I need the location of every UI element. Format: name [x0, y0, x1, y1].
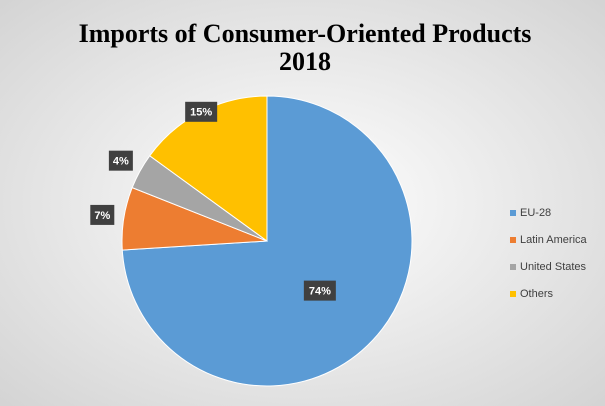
data-label-box: [108, 150, 133, 171]
legend-swatch: [510, 210, 516, 216]
data-label: 74%: [309, 286, 331, 298]
data-label-box: [303, 280, 336, 301]
legend-label: Others: [520, 288, 554, 300]
data-label: 15%: [190, 107, 212, 119]
legend-label: EU-28: [520, 207, 551, 219]
data-label-box: [90, 204, 115, 225]
legend-label: Latin America: [520, 234, 588, 246]
data-label: 4%: [113, 156, 129, 168]
legend-swatch: [510, 291, 516, 297]
legend-label: United States: [520, 261, 587, 273]
chart-title: Imports of Consumer-Oriented Products: [79, 19, 532, 48]
data-label-box: [185, 101, 218, 122]
legend-swatch: [510, 237, 516, 243]
chart-subtitle: 2018: [279, 47, 331, 76]
data-label: 7%: [94, 210, 110, 222]
legend-swatch: [510, 264, 516, 270]
